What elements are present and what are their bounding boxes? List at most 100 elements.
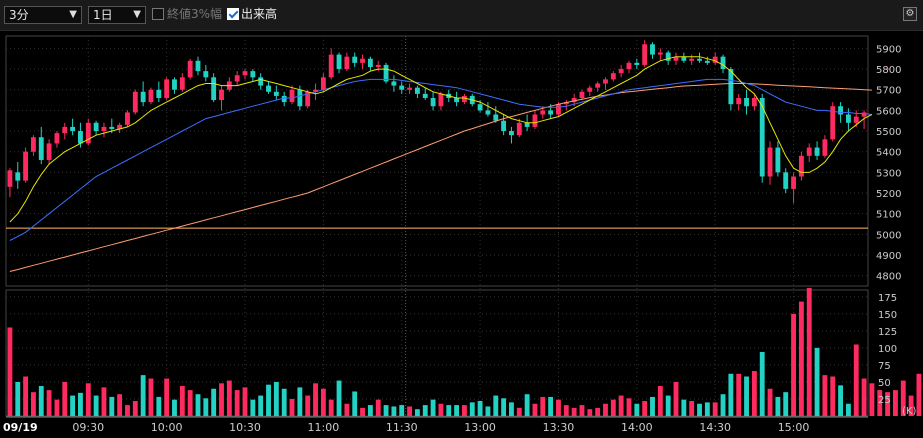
volume-checkbox[interactable] bbox=[227, 8, 239, 20]
candle-body bbox=[62, 126, 68, 134]
price-tick-label: 5500 bbox=[876, 127, 901, 138]
volume-bar bbox=[822, 375, 828, 416]
volume-panel-frame bbox=[5, 289, 869, 417]
candle-body bbox=[657, 52, 663, 55]
candle-body bbox=[93, 122, 99, 132]
price-tick-label: 4800 bbox=[876, 272, 901, 283]
volume-tick-label: 50 bbox=[878, 378, 891, 389]
volume-bar bbox=[845, 403, 851, 416]
price-tick-label: 5800 bbox=[876, 65, 901, 76]
volume-bar bbox=[736, 373, 742, 416]
volume-bar bbox=[438, 403, 444, 416]
candle-body bbox=[650, 44, 655, 55]
candle-body bbox=[164, 79, 170, 98]
volume-bar bbox=[407, 406, 413, 416]
volume-bar bbox=[305, 395, 311, 416]
gear-icon[interactable]: ⚙ bbox=[903, 7, 917, 21]
limit-label: 終値3%幅 bbox=[167, 7, 223, 21]
price-tick-label: 5200 bbox=[876, 189, 901, 200]
volume-bar bbox=[579, 405, 585, 416]
price-tick-label: 5700 bbox=[876, 86, 901, 97]
volume-bar bbox=[626, 398, 632, 416]
volume-bar bbox=[791, 313, 796, 416]
candle-body bbox=[117, 124, 123, 129]
interval-select[interactable]: 3分 ▼ bbox=[4, 6, 82, 24]
candle-body bbox=[783, 172, 789, 189]
ma-long-line bbox=[9, 83, 872, 272]
candle-body bbox=[211, 77, 217, 101]
volume-bar bbox=[548, 396, 554, 416]
volume-bar bbox=[877, 390, 883, 416]
stock-chart: 4800 4900 5000 5100 5200 5300 5400 5500 5600 5700… bbox=[3, 35, 922, 434]
time-tick-label: 13:00 bbox=[464, 421, 496, 434]
volume-bar bbox=[203, 398, 209, 416]
axis-labels: 4800 4900 5000 5100 5200 5300 5400 5500 5600 5700… bbox=[3, 44, 916, 434]
candle-body bbox=[219, 89, 224, 101]
time-tick-label: 11:00 bbox=[308, 421, 340, 434]
volume-bar bbox=[838, 385, 844, 416]
volume-bar bbox=[328, 399, 334, 416]
volume-bar bbox=[156, 396, 162, 416]
candle-body bbox=[595, 83, 601, 88]
candle-body bbox=[148, 89, 154, 103]
price-tick-label: 5900 bbox=[876, 44, 901, 55]
volume-bar bbox=[219, 383, 224, 416]
volume-bar bbox=[595, 407, 601, 416]
time-tick-label: 15:00 bbox=[778, 421, 810, 434]
price-tick-label: 5300 bbox=[876, 168, 901, 179]
volume-bar bbox=[704, 402, 710, 416]
volume-bar bbox=[587, 409, 593, 416]
candle-body bbox=[360, 58, 365, 63]
volume-bar bbox=[172, 399, 177, 416]
volume-bar bbox=[524, 394, 530, 416]
candle-body bbox=[70, 126, 76, 132]
volume-tick-label: 100 bbox=[878, 344, 897, 355]
volume-bar bbox=[798, 301, 804, 416]
volume-bar bbox=[15, 381, 21, 416]
candle-body bbox=[454, 97, 460, 103]
volume-bar bbox=[446, 405, 452, 416]
candle-body bbox=[744, 97, 749, 107]
candle-body bbox=[30, 137, 36, 152]
volume-bar bbox=[360, 407, 365, 416]
volume-bar bbox=[720, 394, 726, 416]
price-panel-frame bbox=[5, 35, 869, 287]
volume-bar bbox=[30, 392, 36, 416]
volume-bar bbox=[242, 387, 248, 416]
candle-body bbox=[798, 155, 804, 177]
candle-body bbox=[461, 95, 467, 103]
candle-body bbox=[665, 52, 671, 61]
candle-body bbox=[626, 62, 632, 70]
candle-body bbox=[806, 147, 812, 156]
candle-body bbox=[845, 114, 851, 123]
candle-body bbox=[681, 56, 687, 61]
candle-body bbox=[352, 56, 358, 63]
candle-body bbox=[712, 56, 718, 63]
volume-bar bbox=[783, 392, 789, 416]
volume-bar bbox=[861, 378, 867, 416]
candle-body bbox=[367, 58, 373, 67]
limit-checkbox[interactable] bbox=[152, 8, 164, 20]
candle-body bbox=[673, 56, 679, 61]
volume-bar bbox=[234, 390, 240, 416]
candle-body bbox=[101, 126, 107, 132]
candle-body bbox=[689, 58, 695, 61]
volume-bar bbox=[759, 351, 765, 416]
period-value: 1日 bbox=[93, 8, 113, 22]
price-tick-label: 4900 bbox=[876, 251, 901, 262]
candle-body bbox=[540, 110, 546, 115]
volume-bar bbox=[313, 383, 318, 416]
volume-unit-label: (K) bbox=[902, 406, 916, 417]
candle-body bbox=[407, 87, 413, 90]
candle-body bbox=[751, 97, 757, 107]
volume-bar bbox=[289, 398, 295, 416]
volume-bar bbox=[132, 401, 138, 416]
volume-bar bbox=[93, 395, 99, 416]
candle-body bbox=[23, 151, 29, 181]
candle-body bbox=[532, 114, 538, 127]
candle-body bbox=[767, 147, 773, 177]
period-select[interactable]: 1日 ▼ bbox=[88, 6, 146, 24]
volume-bar bbox=[744, 376, 749, 416]
candle-body bbox=[861, 112, 867, 117]
candle-body bbox=[203, 71, 209, 78]
